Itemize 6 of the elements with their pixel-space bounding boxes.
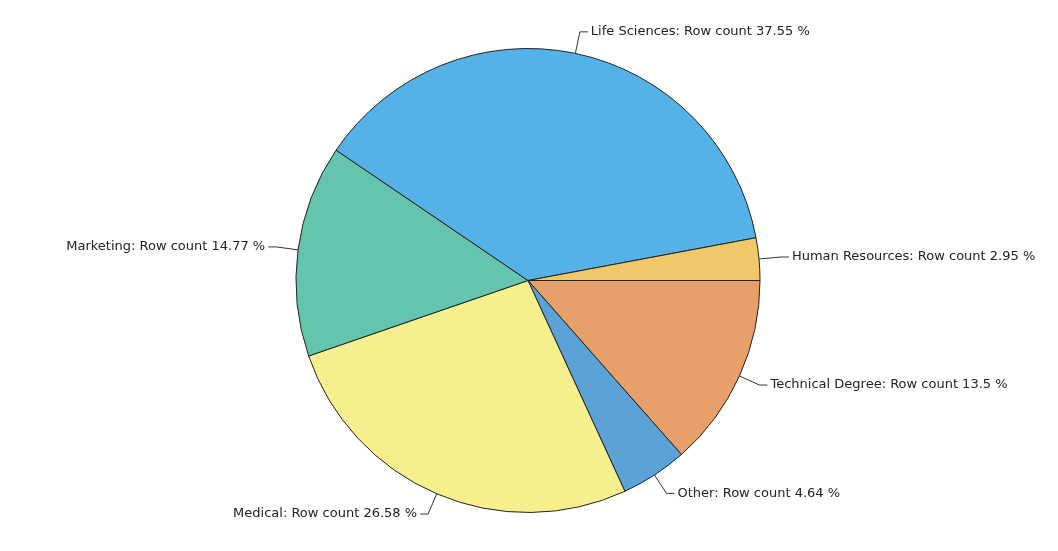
slice-label: Marketing: Row count 14.77 % [66, 238, 266, 254]
slice-label: Life Sciences: Row count 37.55 % [590, 23, 810, 39]
slice-label: Technical Degree: Row count 13.5 % [769, 376, 1008, 392]
slice-label: Medical: Row count 26.58 % [233, 505, 418, 521]
slice-label: Human Resources: Row count 2.95 % [791, 248, 1036, 264]
slice-label: Other: Row count 4.64 % [677, 484, 841, 500]
